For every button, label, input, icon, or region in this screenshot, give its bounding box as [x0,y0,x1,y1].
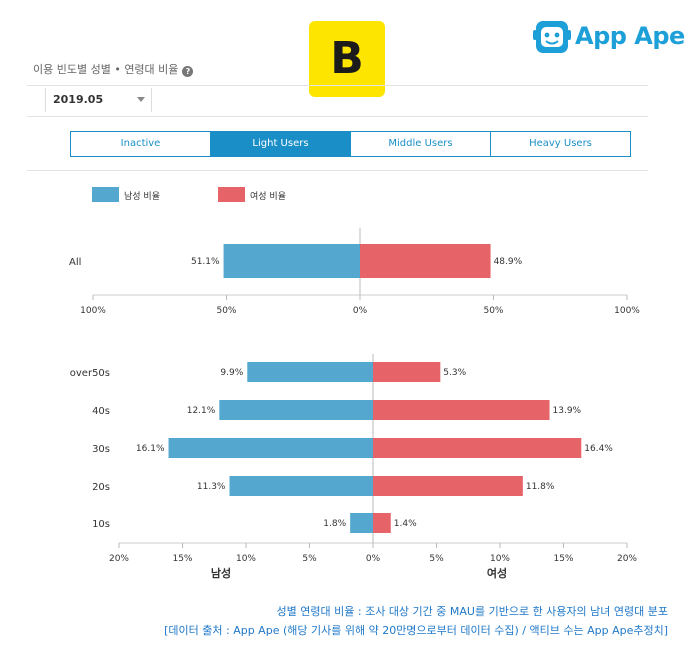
bar-male [229,476,373,496]
page-title-text: 이용 빈도별 성별 • 연령대 비율 [33,63,179,76]
chevron-down-icon [137,97,145,102]
x-tick-label: 15% [553,554,573,564]
data-label-male: 1.8% [323,519,346,529]
tab-light-users[interactable]: Light Users [211,132,351,156]
appape-logo: App Ape [533,18,685,56]
data-label-male: 12.1% [187,406,216,416]
question-circle-icon[interactable]: ? [182,66,194,77]
appape-monkey-icon [533,21,571,53]
user-type-tabs: Inactive Light Users Middle Users Heavy … [70,131,631,157]
tab-heavy-users[interactable]: Heavy Users [529,138,592,149]
bar-female [373,476,523,496]
data-label-male: 16.1% [136,444,165,454]
date-select[interactable]: 2019.05 [45,88,152,112]
x-axis-label-male: 남성 [211,566,231,580]
divider [27,116,648,117]
x-tick-label: 5% [302,554,317,564]
data-label-female: 48.9% [494,257,523,267]
x-tick-label: 10% [490,554,510,564]
brand-logo: B [309,21,385,97]
legend-male-label: 남성 비율 [124,192,160,202]
bar-female [360,244,491,278]
appape-logo-text: App Ape [575,22,685,50]
x-tick-label: 50% [483,306,503,316]
legend-male-swatch [92,187,119,202]
x-tick-label: 15% [172,554,192,564]
gender-ratio-charts: 100% 50% 0% 50% 100% 51.1% 48.9% All 20% 15% 10% 5%… [69,228,640,580]
bar-male [223,244,360,278]
brand-logo-letter: B [330,33,364,84]
tab-inactive[interactable]: Inactive [71,132,211,156]
bar-female [373,362,441,382]
x-tick-label: 20% [617,554,637,564]
x-tick-label: 50% [216,306,236,316]
data-label-female: 16.4% [584,444,613,454]
category-label: 30s [92,444,110,455]
date-select-value: 2019.05 [53,93,104,106]
x-tick-label: 100% [80,306,106,316]
category-label: All [69,257,81,268]
x-tick-label: 20% [109,554,129,564]
tab-middle-users[interactable]: Middle Users [351,132,491,156]
data-label-female: 13.9% [553,406,582,416]
bar-female [373,438,582,458]
bar-male [247,362,373,382]
x-tick-label: 10% [236,554,256,564]
divider [27,170,648,171]
data-label-female: 5.3% [443,368,466,378]
bar-male [168,438,373,458]
bar-male [350,513,373,533]
x-axis-label-female: 여성 [487,566,507,580]
caption-source: [데이터 출처 : App Ape (해당 기사를 위해 약 20만명으로부터 … [164,624,668,637]
data-label-female: 1.4% [394,519,417,529]
x-tick-label: 100% [614,306,640,316]
data-label-male: 11.3% [197,482,226,492]
divider [27,85,648,86]
page-title: 이용 빈도별 성별 • 연령대 비율? [33,61,194,77]
legend-female-label: 여성 비율 [250,192,286,202]
bar-female [373,400,550,420]
bar-male [219,400,373,420]
legend-female-swatch [218,187,245,202]
category-label: 20s [92,482,110,493]
data-label-male: 51.1% [191,257,220,267]
data-label-male: 9.9% [220,368,243,378]
x-tick-label: 0% [353,306,368,316]
category-label: 40s [92,406,110,417]
caption-description: 성별 연령대 비율 : 조사 대상 기간 중 MAU를 기반으로 한 사용자의 … [276,605,668,618]
data-label-female: 11.8% [526,482,555,492]
category-label: over50s [70,368,110,379]
x-tick-label: 5% [429,554,444,564]
x-tick-label: 0% [366,554,381,564]
category-label: 10s [92,519,110,530]
bar-female [373,513,391,533]
